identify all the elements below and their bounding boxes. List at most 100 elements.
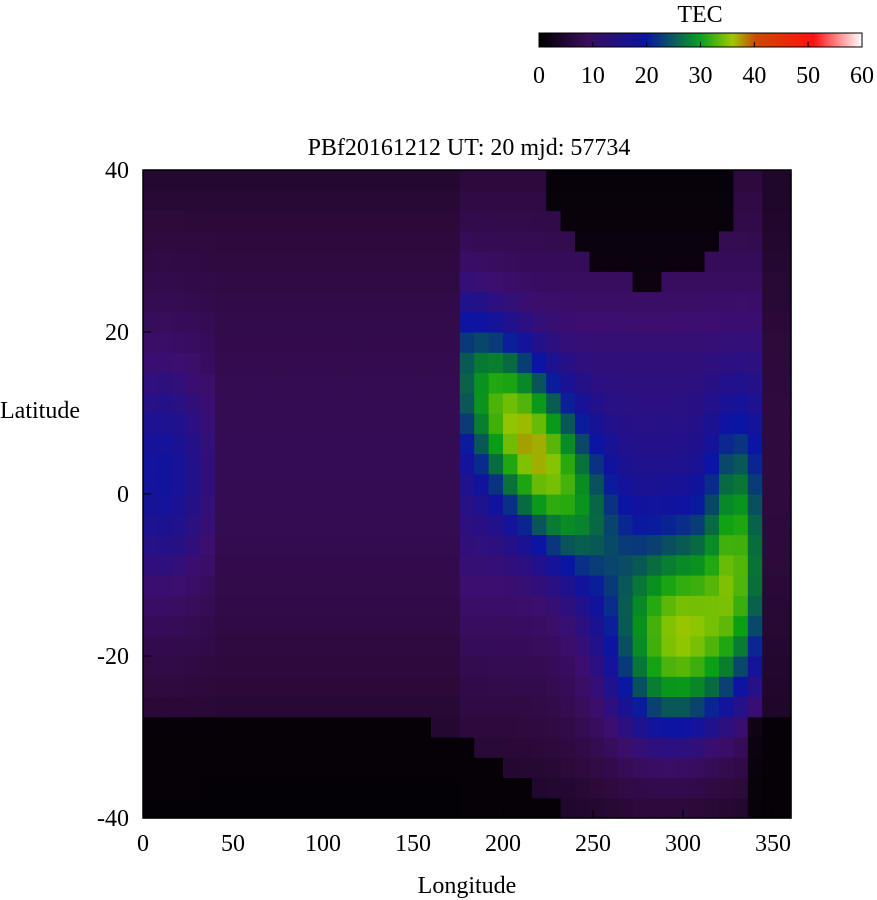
heatmap-cell [618,554,634,576]
heatmap-cell [531,797,547,819]
heatmap-cell [675,514,691,536]
heatmap-cell [402,595,418,617]
x-tick-label: 0 [137,831,149,857]
heatmap-cell [474,473,490,495]
heatmap-cell [272,170,288,191]
heatmap-cell [719,716,734,738]
heatmap-cell [243,251,259,272]
heatmap-cell [171,635,187,657]
heatmap-cell [402,413,418,434]
heatmap-cell [589,352,605,374]
heatmap-cell [661,413,677,434]
heatmap-cell [416,372,432,394]
heatmap-cell [517,797,533,819]
heatmap-cell [733,716,749,738]
heatmap-cell [301,656,317,677]
heatmap-cell [618,797,634,819]
heatmap-cell [402,656,418,677]
heatmap-cell [690,777,706,799]
heatmap-cell [402,737,418,758]
heatmap-cell [215,696,230,718]
heatmap-cell [733,230,749,252]
heatmap-cell [402,757,418,779]
heatmap-cell [215,635,230,657]
heatmap-cell [359,696,374,718]
heatmap-cell [531,392,547,414]
heatmap-cell [359,777,374,799]
heatmap-cell [647,170,662,191]
heatmap-cell [431,716,446,738]
heatmap-cell [171,737,187,758]
heatmap-cell [143,332,158,353]
heatmap-cell [762,230,778,252]
heatmap-cell [287,514,302,536]
heatmap-cell [589,635,605,657]
heatmap-cell [488,595,504,617]
heatmap-cell [632,494,648,515]
heatmap-cell [229,575,245,596]
heatmap-cell [661,595,677,617]
heatmap-cell [733,473,749,495]
heatmap-cell [359,797,374,819]
heatmap-cell [330,534,346,556]
heatmap-cell [603,554,619,576]
heatmap-cell [575,271,590,293]
heatmap-cell [387,656,403,677]
heatmap-cell [416,797,432,819]
heatmap-cell [272,615,288,637]
heatmap-cell [503,453,518,475]
heatmap-cell [632,554,648,576]
heatmap-cell [373,716,389,738]
heatmap-cell [200,392,216,414]
heatmap-cell [762,170,778,191]
heatmap-cell [704,635,720,657]
heatmap-cell [719,494,734,515]
heatmap-cell [719,372,734,394]
heatmap-cell [762,716,778,738]
heatmap-cell [344,737,360,758]
heatmap-cell [200,210,216,232]
heatmap-cell [488,413,504,434]
heatmap-cell [258,473,274,495]
heatmap-cell [704,413,720,434]
heatmap-cell [747,737,763,758]
heatmap-cell [531,372,547,394]
heatmap-cell [315,453,331,475]
heatmap-cell [488,332,504,353]
heatmap-cell [589,473,605,495]
heatmap-cell [459,676,475,698]
heatmap-cell [546,372,562,394]
heatmap-cell [459,696,475,718]
heatmap-cell [243,494,259,515]
heatmap-cell [315,615,331,637]
heatmap-cell [762,271,778,293]
heatmap-cell [315,514,331,536]
heatmap-cell [200,352,216,374]
heatmap-cell [719,251,734,272]
heatmap-cell [747,777,763,799]
heatmap-cell [416,433,432,455]
heatmap-cell [315,716,331,738]
heatmap-cell [186,291,202,313]
heatmap-cell [474,716,490,738]
heatmap-cell [215,392,230,414]
heatmap-cell [330,494,346,515]
heatmap-cell [776,676,792,698]
heatmap-cell [143,696,158,718]
heatmap-cell [690,615,706,637]
heatmap-cell [301,757,317,779]
heatmap-cell [315,575,331,596]
heatmap-cell [229,737,245,758]
heatmap-cell [215,757,230,779]
heatmap-cell [229,433,245,455]
heatmap-cell [618,777,634,799]
heatmap-cell [589,676,605,698]
heatmap-cell [690,595,706,617]
heatmap-cell [776,352,792,374]
heatmap-cell [474,392,490,414]
heatmap-cell [503,190,518,212]
heatmap-cell [459,534,475,556]
heatmap-cell [704,595,720,617]
heatmap-cell [690,372,706,394]
heatmap-cell [445,311,461,333]
